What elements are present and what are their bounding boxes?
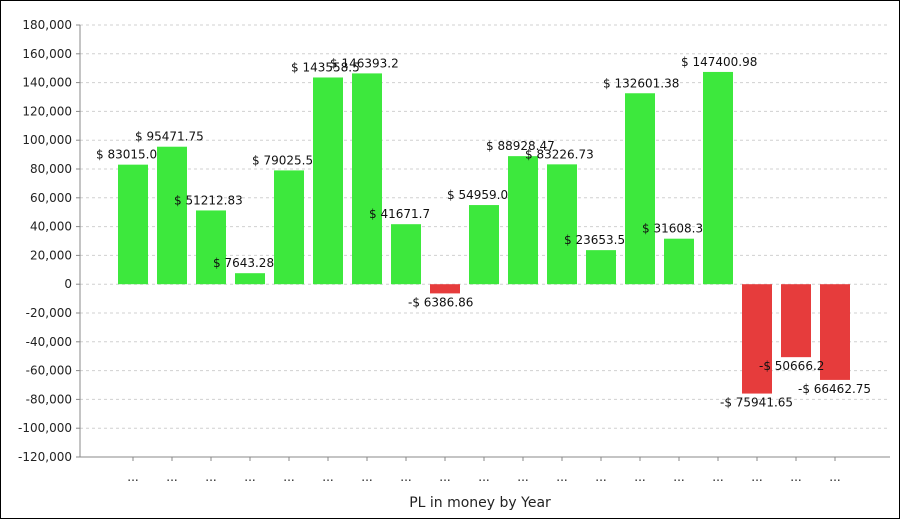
x-tick-label: ... <box>712 470 723 484</box>
x-tick-label: ... <box>283 470 294 484</box>
data-label: -$ 6386.86 <box>408 295 473 309</box>
x-tick-label: ... <box>595 470 606 484</box>
bar <box>235 273 265 285</box>
data-labels: $ 83015.0 $ 95471.75 $ 51212.83 $ 7643.28 $ … <box>96 55 871 410</box>
bar <box>313 77 343 285</box>
bar <box>742 284 772 394</box>
y-tick-label: 180,000 <box>22 18 72 32</box>
x-tick-label: ... <box>829 470 840 484</box>
bar <box>664 238 694 285</box>
bar <box>703 71 733 285</box>
bar <box>586 250 616 285</box>
bar <box>781 284 811 358</box>
data-label: $ 83015.0 <box>96 148 157 162</box>
x-tick-label: ... <box>166 470 177 484</box>
y-tick-label: 60,000 <box>30 191 72 205</box>
y-tick-label: -20,000 <box>26 306 72 320</box>
y-tick-label: 80,000 <box>30 162 72 176</box>
x-tick-label: ... <box>673 470 684 484</box>
y-tick-label: -40,000 <box>26 335 72 349</box>
x-axis-ticks: ........................................… <box>127 457 841 484</box>
x-tick-label: ... <box>517 470 528 484</box>
y-tick-label: 160,000 <box>22 47 72 61</box>
bar <box>118 164 148 285</box>
data-label: -$ 66462.75 <box>798 382 871 396</box>
x-tick-label: ... <box>634 470 645 484</box>
data-label: -$ 50666.2 <box>759 359 824 373</box>
data-label: $ 51212.83 <box>174 193 243 207</box>
data-label: $ 88928.47 <box>486 139 555 153</box>
data-label: $ 95471.75 <box>135 130 204 144</box>
data-label: $ 41671.7 <box>369 207 430 221</box>
bar <box>469 205 499 285</box>
data-label: $ 79025.5 <box>252 153 313 167</box>
data-label: $ 146393.2 <box>330 56 399 70</box>
y-tick-label: -120,000 <box>18 450 72 464</box>
x-tick-label: ... <box>127 470 138 484</box>
x-tick-label: ... <box>361 470 372 484</box>
data-label: $ 132601.38 <box>603 76 679 90</box>
y-tick-label: -80,000 <box>26 392 72 406</box>
y-tick-label: 0 <box>64 277 72 291</box>
data-label: $ 143558.5 <box>291 60 360 74</box>
bar <box>820 284 850 380</box>
x-tick-label: ... <box>790 470 801 484</box>
bar <box>547 164 577 285</box>
x-tick-label: ... <box>478 470 489 484</box>
y-tick-label: 100,000 <box>22 133 72 147</box>
x-tick-label: ... <box>400 470 411 484</box>
x-tick-label: ... <box>244 470 255 484</box>
y-tick-label: -60,000 <box>26 364 72 378</box>
bar <box>625 93 655 285</box>
x-tick-label: ... <box>322 470 333 484</box>
x-axis-title: PL in money by Year <box>409 495 551 511</box>
data-label: $ 83226.73 <box>525 147 594 161</box>
data-label: $ 147400.98 <box>681 55 757 69</box>
bar <box>157 146 187 285</box>
data-label: $ 31608.3 <box>642 222 703 236</box>
bar <box>352 73 382 285</box>
y-tick-label: 20,000 <box>30 248 72 262</box>
data-label: $ 54959.0 <box>447 188 508 202</box>
y-axis-ticks: 180,000 160,000 140,000 120,000 100,000 80,00… <box>18 18 80 464</box>
bar <box>508 156 538 285</box>
y-tick-label: 120,000 <box>22 104 72 118</box>
x-tick-label: ... <box>556 470 567 484</box>
x-tick-label: ... <box>205 470 216 484</box>
y-tick-label: -100,000 <box>18 421 72 435</box>
data-label: $ 23653.5 <box>564 233 625 247</box>
y-tick-label: 140,000 <box>22 76 72 90</box>
bar <box>196 210 226 285</box>
data-label: $ 7643.28 <box>213 256 274 270</box>
bar <box>430 284 460 294</box>
bars <box>118 71 850 394</box>
x-tick-label: ... <box>751 470 762 484</box>
y-tick-label: 40,000 <box>30 220 72 234</box>
data-label: -$ 75941.65 <box>720 396 793 410</box>
bar <box>274 170 304 285</box>
x-tick-label: ... <box>439 470 450 484</box>
bar <box>391 224 421 285</box>
